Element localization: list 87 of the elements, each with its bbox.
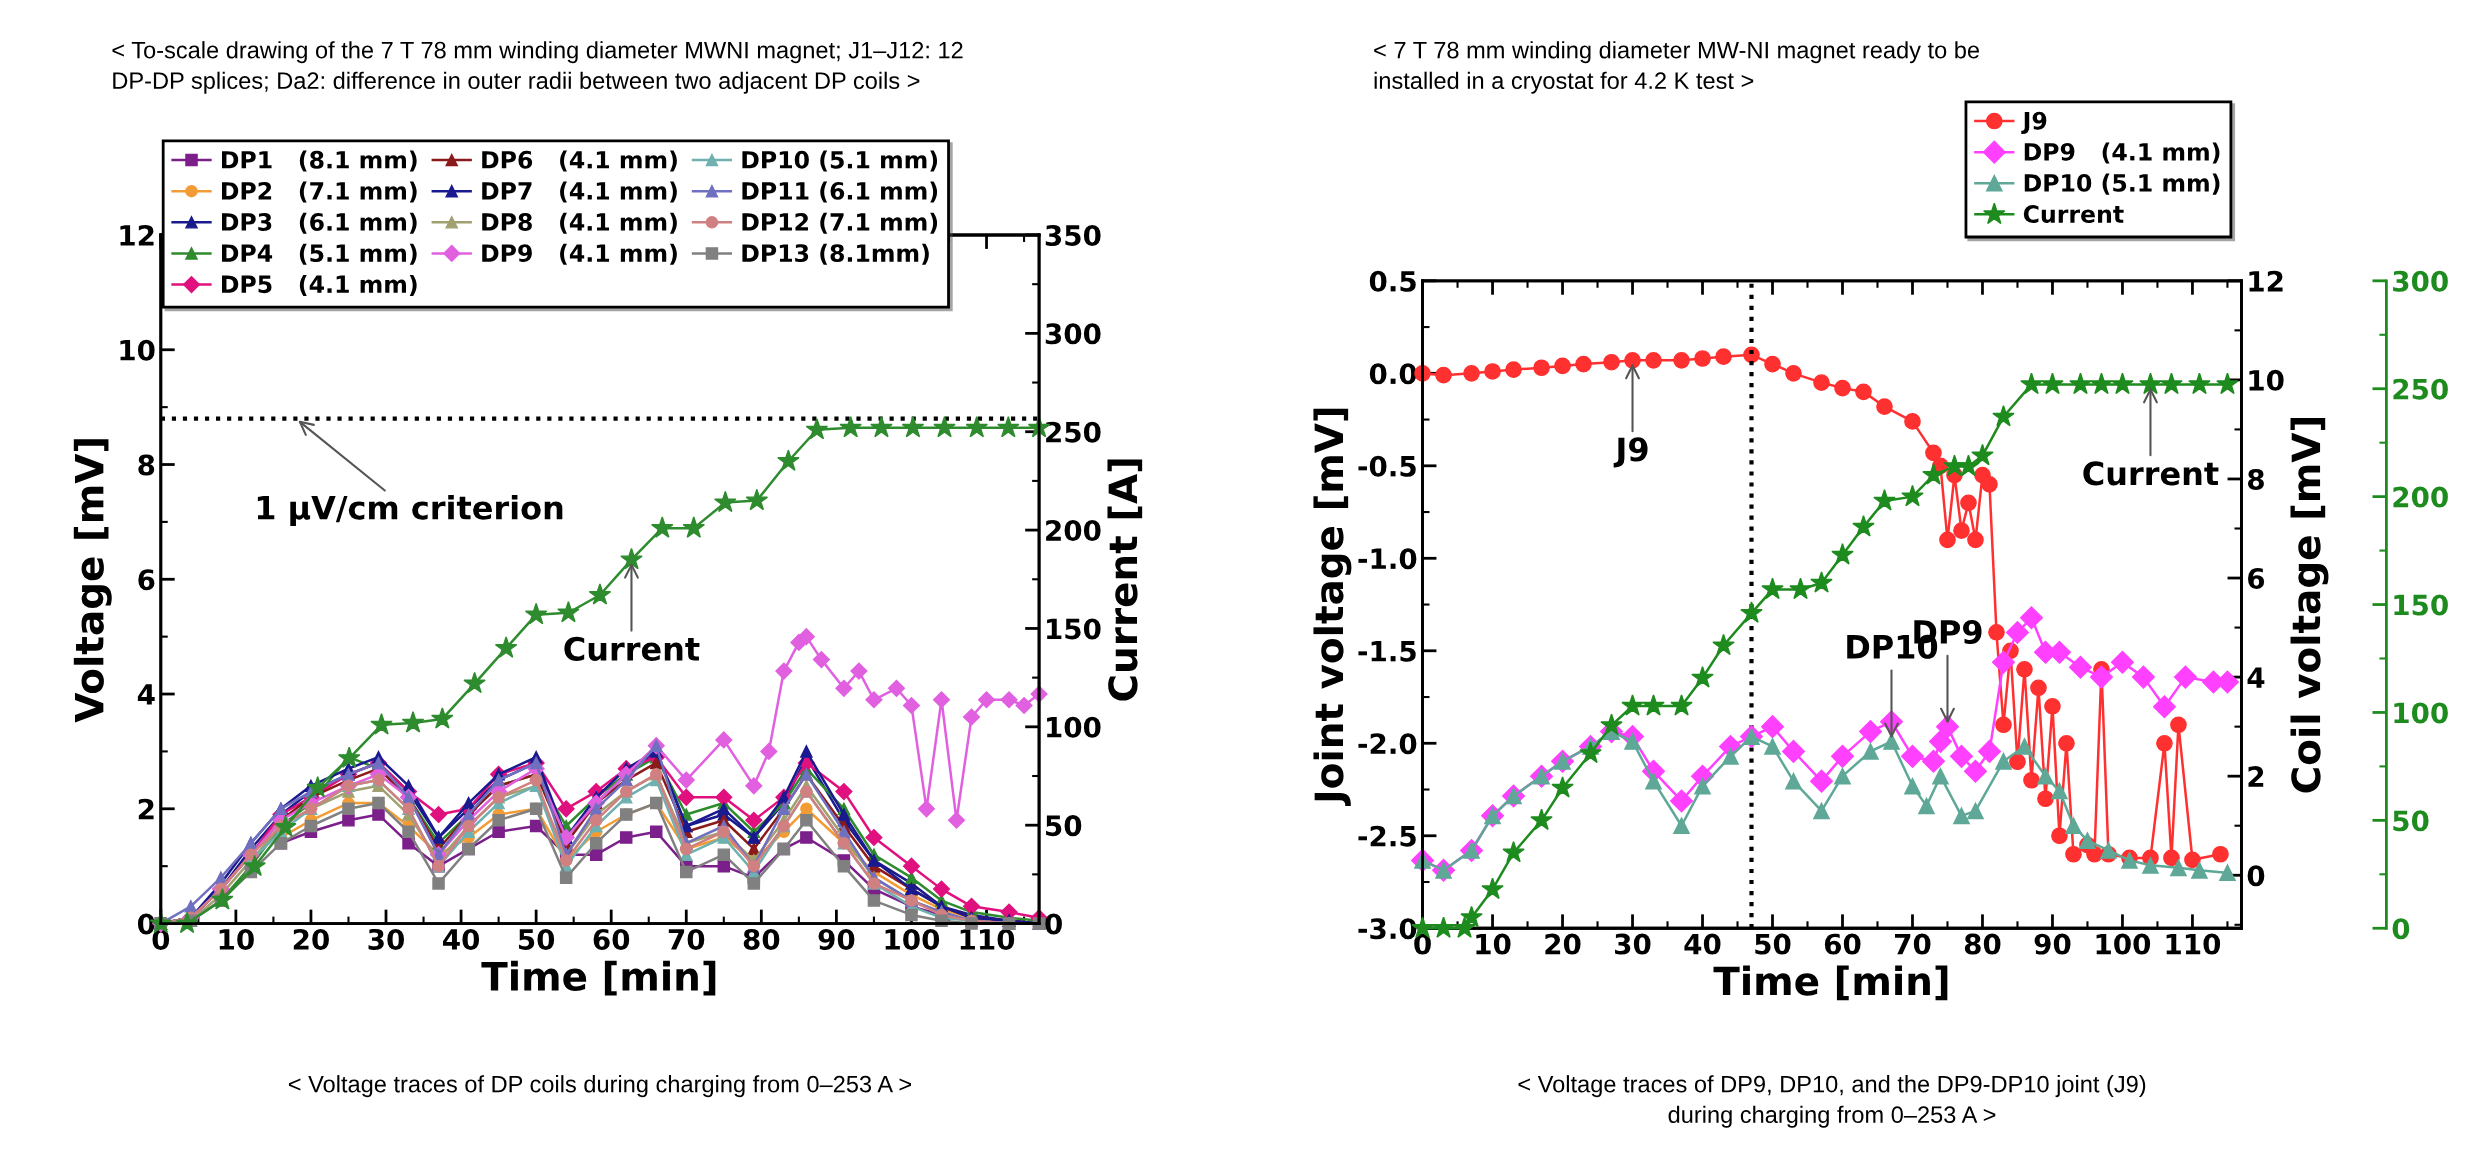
x-tick-label: 20 [1545, 933, 1581, 955]
y-tick-label: -2.5 [1358, 825, 1416, 847]
legend-label: DP13 (8.1mm) [742, 243, 929, 265]
x-tick-label: 90 [2034, 933, 2071, 955]
y2-tick-label: 12 [2249, 270, 2283, 292]
y3-tick-label: 200 [2393, 486, 2448, 508]
y2-axis-title: Current [A] [1107, 459, 1143, 701]
y2-tick-label: 100 [1047, 716, 1101, 738]
x-tick-label: 40 [1684, 933, 1721, 955]
annotation: J9 [1613, 437, 1648, 468]
x-axis-title: Time [min] [481, 960, 716, 996]
x-tick-label: 50 [1755, 933, 1791, 955]
x-tick-label: 30 [1615, 933, 1651, 955]
annotation: Current [564, 636, 700, 661]
y2-tick-label: 0 [2247, 865, 2265, 887]
y-tick-label: -1.5 [1358, 641, 1416, 662]
y-tick-label: 6 [138, 569, 155, 591]
y3-tick-label: 300 [2393, 270, 2448, 292]
y2-tick-label: 150 [1047, 618, 1101, 640]
y2-tick-label: 300 [1045, 323, 1101, 345]
x-tick-label: 110 [2166, 933, 2221, 955]
y2-tick-label: 250 [1046, 421, 1101, 443]
legend-label: DP9 (4.1 mm) [482, 243, 677, 265]
y-tick-label: -2.0 [1358, 733, 1417, 755]
legend-label: DP1 (8.1 mm) [222, 150, 417, 172]
legend-label: DP11 (6.1 mm) [742, 181, 938, 203]
x-tick-label: 100 [885, 928, 940, 950]
y3-tick-label: 100 [2394, 702, 2448, 724]
y-tick-label: 0.5 [1369, 270, 1416, 292]
y-axis-title: Joint voltage [mV] [1313, 408, 1352, 806]
x-tick-label: 100 [2096, 933, 2151, 955]
y-tick-label: 10 [120, 339, 155, 361]
legend-label: DP6 (4.1 mm) [482, 150, 677, 172]
x-tick-label: 60 [593, 928, 630, 950]
x-tick-label: 70 [668, 928, 705, 950]
x-tick-label: 50 [518, 928, 555, 950]
y2-tick-label: 350 [1045, 224, 1101, 246]
legend-label: Current [2023, 205, 2124, 223]
y-tick-label: 0.0 [1369, 363, 1417, 385]
y-tick-label: 12 [120, 224, 154, 246]
x-tick-label: 90 [818, 928, 855, 950]
y2-axis-title: Coil voltage [mV] [2290, 418, 2329, 793]
y3-tick-label: 250 [2393, 378, 2448, 400]
y-tick-label: 2 [138, 798, 154, 820]
legend-label: DP7 (4.1 mm) [482, 181, 677, 203]
legend-label: DP5 (4.1 mm) [222, 274, 417, 296]
text: < To-scale drawing of the 7 T 78 mm winding diameter MWNI magnet; J1–J12: 12 DP-DP splices; Da2: difference in outer radii between two adjacent DP coils > [112, 41, 963, 94]
legend-label: DP4 (5.1 mm) [222, 243, 417, 265]
y2-tick-label: 200 [1046, 520, 1101, 542]
y-tick-label: -1.0 [1358, 548, 1417, 570]
legend-label: DP2 (7.1 mm) [222, 181, 417, 203]
y-tick-label: 8 [138, 454, 155, 476]
y-tick-label: 4 [137, 684, 155, 705]
x-tick-label: 20 [293, 928, 329, 950]
x-tick-label: 70 [1895, 933, 1931, 955]
y2-tick-label: 2 [2248, 766, 2264, 787]
y2-tick-label: 50 [1046, 815, 1082, 837]
text: < 7 T 78 mm winding diameter MW-NI magnet ready to be installed in a cryostat for 4.2 K test > [1374, 41, 1980, 94]
x-tick-label: 10 [1476, 933, 1511, 955]
x-tick-label: 30 [368, 928, 405, 950]
x-axis-title: Time [min] [1713, 965, 1948, 1001]
y2-tick-label: 0 [1045, 913, 1062, 935]
x-tick-label: 80 [743, 928, 780, 950]
y2-tick-label: 6 [2248, 568, 2265, 589]
annotation: Current [2083, 461, 2219, 486]
y2-tick-label: 10 [2249, 369, 2284, 391]
text: < Voltage traces of DP9, DP10, and the DP9-DP10 joint (J9) during charging from 0–253 A > [1518, 1075, 2146, 1128]
x-tick-label: 10 [219, 928, 254, 950]
y3-tick-label: 50 [2393, 810, 2429, 832]
y2-tick-label: 4 [2247, 667, 2265, 688]
text: < Voltage traces of DP coils during charging from 0–253 A > [288, 1075, 911, 1098]
y-axis-title: Voltage [mV] [73, 439, 112, 723]
legend-label: DP10 (5.1 mm) [2024, 173, 2220, 195]
x-tick-label: 40 [443, 928, 480, 950]
x-tick-label: 80 [1964, 933, 2001, 955]
legend-label: DP10 (5.1 mm) [742, 150, 938, 172]
x-tick-label: 110 [960, 928, 1015, 950]
y2-tick-label: 8 [2248, 468, 2264, 490]
legend-label: DP12 (7.1 mm) [742, 212, 938, 234]
y3-tick-label: 150 [2394, 594, 2448, 616]
annotation: 1 μV/cm criterion [257, 495, 563, 526]
x-tick-label: 60 [1824, 933, 1861, 955]
legend-label: DP9 (4.1 mm) [2024, 142, 2220, 164]
legend-label: DP8 (4.1 mm) [482, 212, 677, 234]
y-tick-label: -0.5 [1358, 455, 1416, 477]
legend-label: J9 [2021, 111, 2047, 135]
legend-label: DP3 (6.1 mm) [222, 212, 417, 234]
